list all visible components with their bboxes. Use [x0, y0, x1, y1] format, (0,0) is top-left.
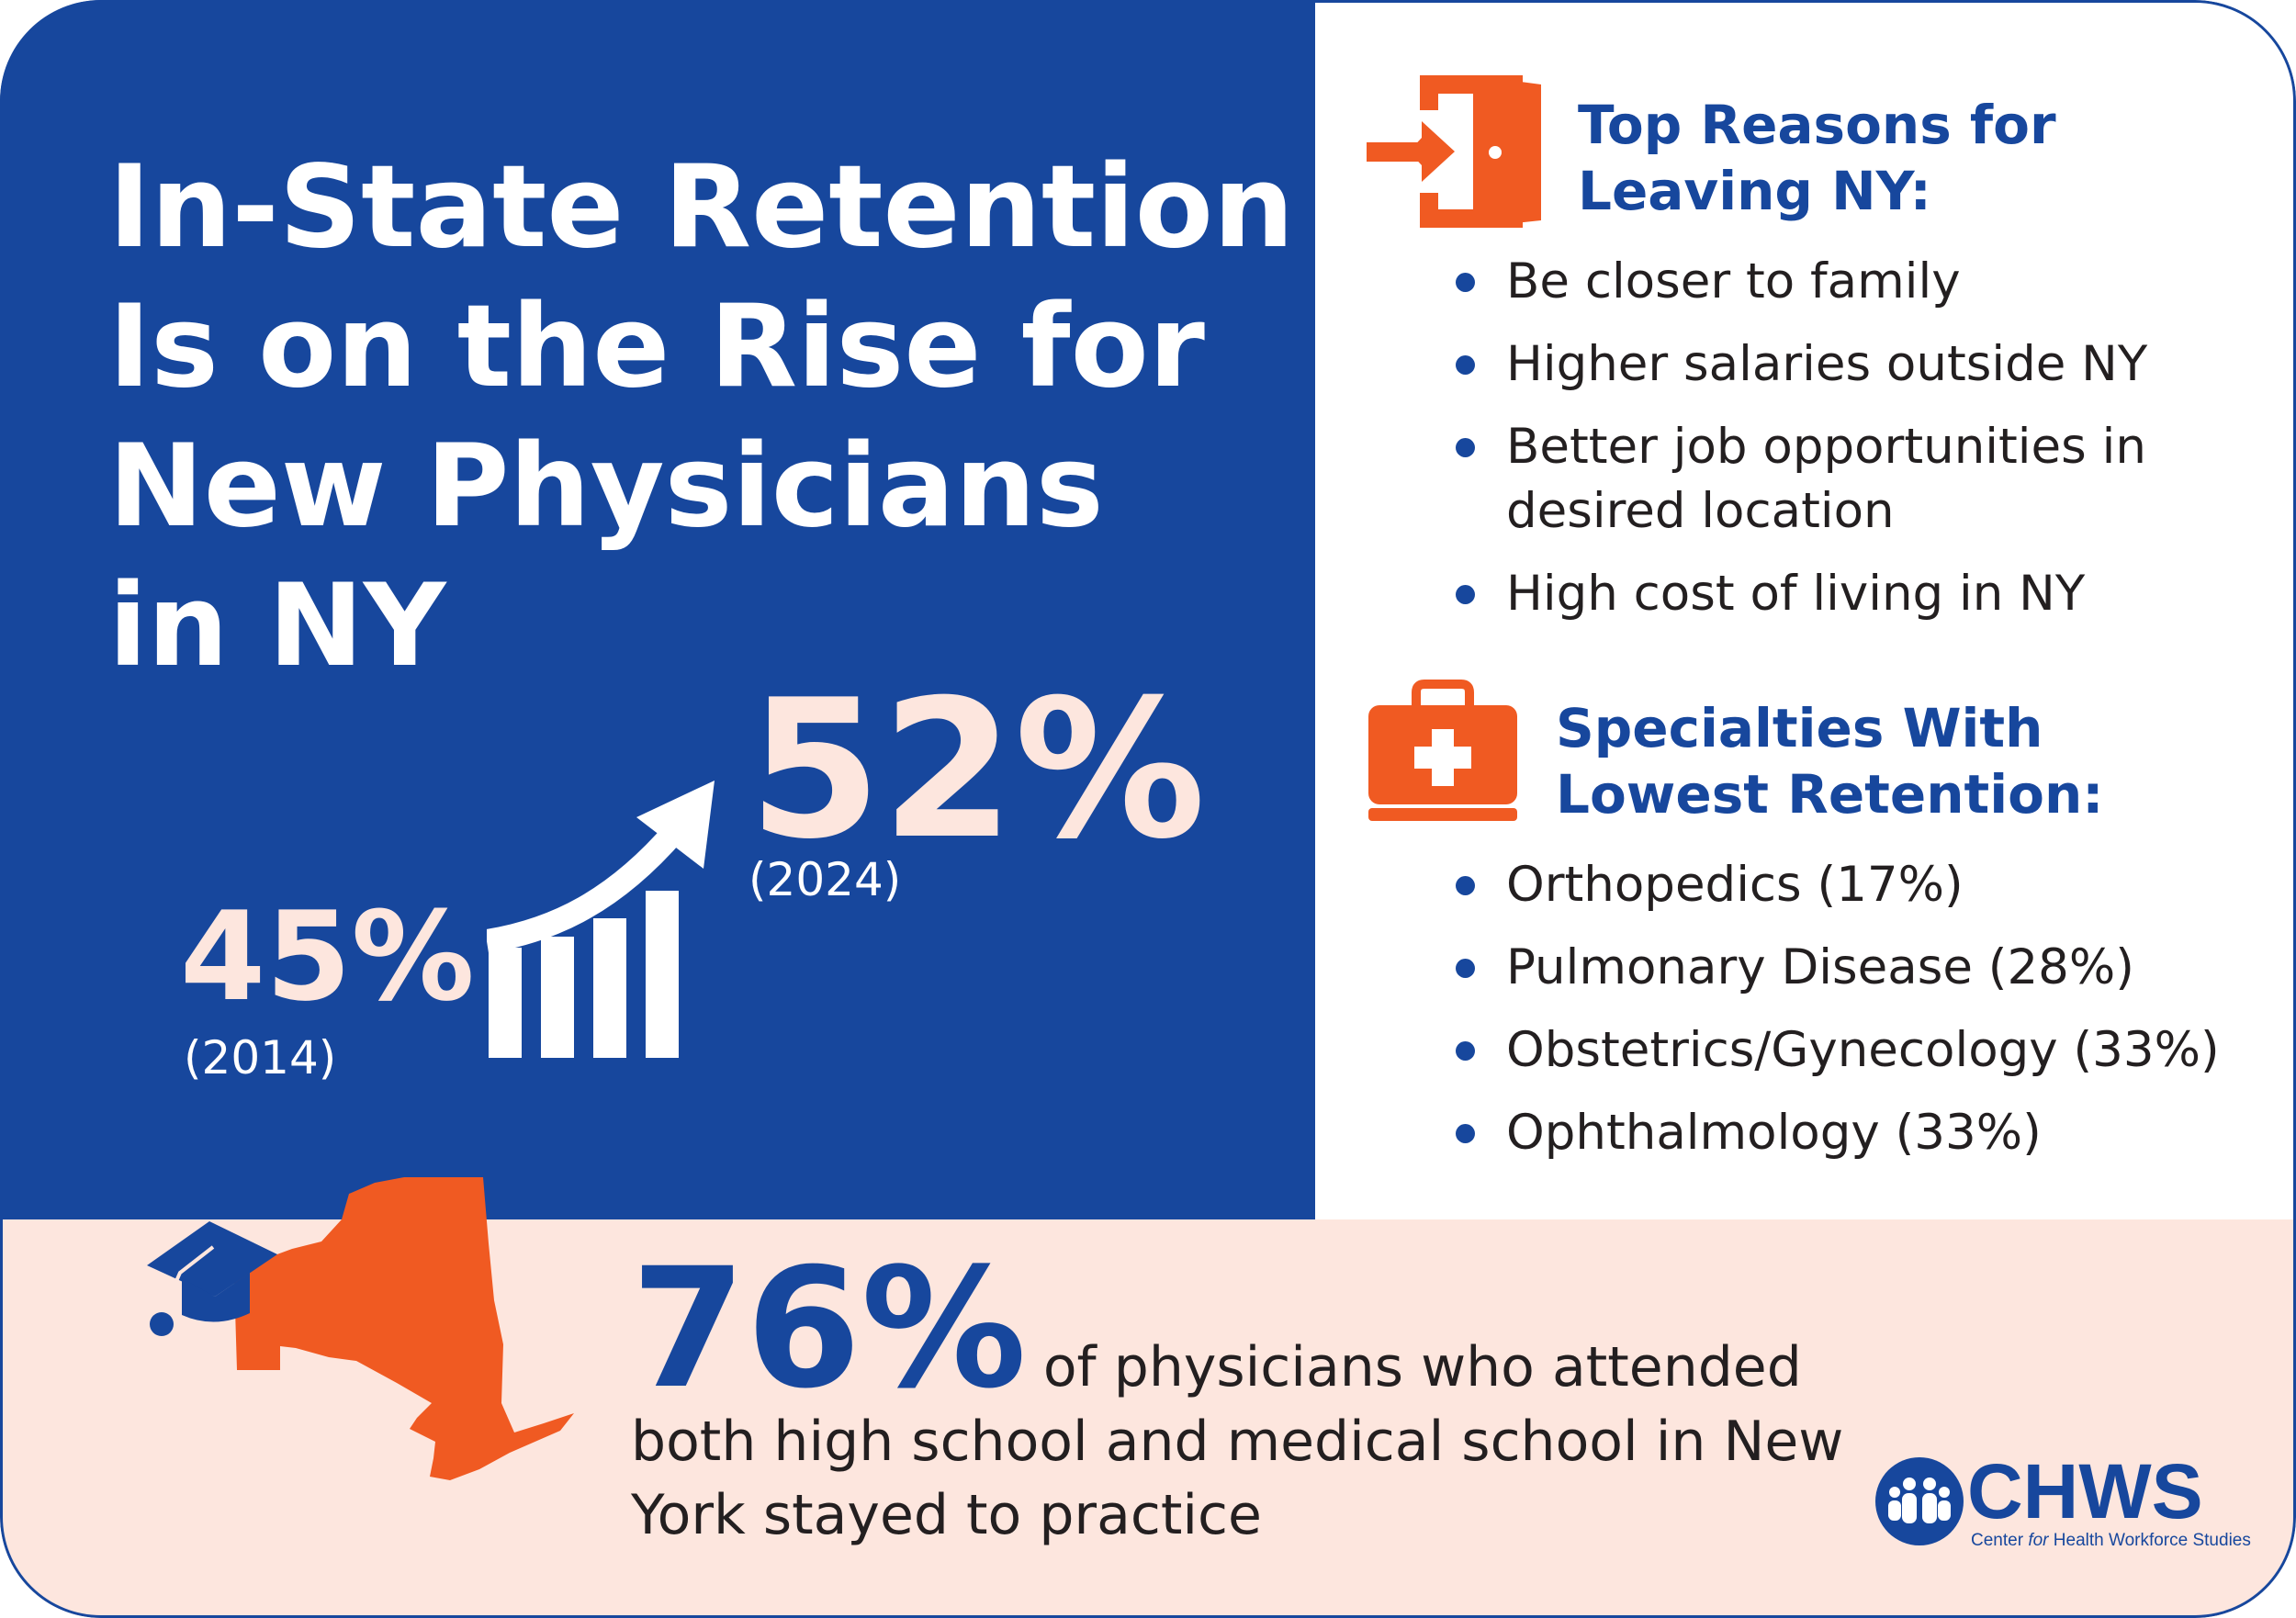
specialties-list: Orthopedics (17%) Pulmonary Disease (28%… [1449, 853, 2220, 1184]
title-line: Is on the Rise for [108, 281, 1205, 413]
bullet-icon [1456, 273, 1475, 292]
logo-full-name: Center for Health Workforce Studies [1971, 1531, 2251, 1551]
medical-kit-icon [1368, 680, 1517, 821]
list-item-text: High cost of living in NY [1506, 566, 2086, 622]
list-item-text: Ophthalmology (33%) [1506, 1105, 2042, 1161]
list-item: Orthopedics (17%) [1449, 853, 2220, 917]
bullet-icon [1456, 355, 1475, 375]
bullet-icon [1456, 1124, 1475, 1143]
retention-2014-value: 45% [180, 885, 475, 1028]
exit-door-icon [1367, 75, 1541, 228]
page-title: In-State Retention Is on the Rise for Ne… [108, 138, 1302, 696]
list-item: Pulmonary Disease (28%) [1449, 936, 2220, 1000]
list-item: Be closer to family [1449, 250, 2147, 314]
growth-chart-icon [487, 781, 715, 1058]
new-york-state-icon [147, 1177, 574, 1480]
bullet-icon [1456, 438, 1475, 457]
retention-2024-value: 52% [748, 659, 1206, 882]
practice-stat-text: of physicians who attended both high sch… [631, 1335, 1844, 1547]
specialties-heading: Specialties With Lowest Retention: [1556, 695, 2103, 827]
bullet-icon [1456, 1041, 1475, 1061]
title-line: in NY [108, 560, 446, 692]
practice-stat-value: 76% [631, 1233, 1027, 1425]
reasons-heading-line: Top Reasons for [1578, 94, 2056, 156]
list-item: Ophthalmology (33%) [1449, 1101, 2220, 1165]
list-item-text: Better job opportunities in [1506, 419, 2146, 475]
logo-acronym: CHWS [1967, 1448, 2203, 1534]
logo-name-part: for [2028, 1531, 2049, 1550]
list-item: High cost of living in NY [1449, 562, 2147, 626]
title-line: In-State Retention [108, 141, 1295, 274]
retention-2014-year: (2014) [184, 1031, 337, 1084]
list-item-text: Higher salaries outside NY [1506, 336, 2148, 392]
list-item: Better job opportunities in desired locat… [1449, 415, 2147, 544]
chws-logo-mark [1875, 1457, 1964, 1545]
list-item-text: Pulmonary Disease (28%) [1506, 939, 2134, 995]
list-item-text: Orthopedics (17%) [1506, 857, 1964, 913]
list-item-text: desired location [1506, 483, 1895, 539]
list-item-text: Be closer to family [1506, 253, 1961, 309]
specialties-heading-line: Specialties With [1556, 697, 2043, 759]
specialties-heading-line: Lowest Retention: [1556, 763, 2104, 826]
list-item: Higher salaries outside NY [1449, 332, 2147, 397]
reasons-heading-line: Leaving NY: [1578, 160, 1931, 222]
bullet-icon [1456, 876, 1475, 895]
bullet-icon [1456, 585, 1475, 604]
practice-stat: 76% of physicians who attended both high … [631, 1247, 1862, 1552]
list-item-text: Obstetrics/Gynecology (33%) [1506, 1022, 2220, 1078]
retention-2024-year: (2024) [748, 853, 902, 906]
list-item: Obstetrics/Gynecology (33%) [1449, 1018, 2220, 1083]
title-line: New Physicians [108, 421, 1104, 553]
reasons-heading: Top Reasons for Leaving NY: [1578, 92, 2056, 224]
chws-logo: CHWS Center for Health Workforce Studies [1874, 1450, 2251, 1556]
logo-name-part: Health Workforce Studies [2048, 1531, 2251, 1550]
logo-name-part: Center [1971, 1531, 2029, 1550]
reasons-list: Be closer to family Higher salaries outs… [1449, 250, 2147, 645]
bullet-icon [1456, 959, 1475, 978]
